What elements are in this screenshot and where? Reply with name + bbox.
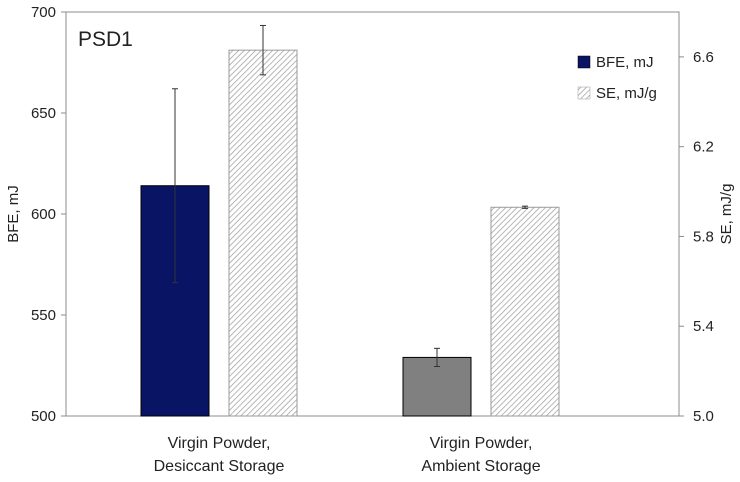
right-tick-label: 6.6 xyxy=(693,49,714,66)
chart-title: PSD1 xyxy=(78,28,133,51)
category-label: Desiccant Storage xyxy=(154,458,285,475)
legend-label-bfe: BFE, mJ xyxy=(596,54,654,71)
right-axis-label: SE, mJ/g xyxy=(718,184,735,245)
right-tick-label: 5.0 xyxy=(693,408,714,425)
left-axis-ticks: 500 550 600 650 700 xyxy=(31,4,66,425)
bars xyxy=(140,49,560,417)
category-label: Virgin Powder, xyxy=(168,435,271,452)
left-tick-label: 650 xyxy=(31,105,56,122)
bar-bfe-1 xyxy=(402,356,472,417)
right-tick-label: 5.8 xyxy=(693,228,714,245)
legend-swatch-bfe xyxy=(577,55,591,69)
left-axis-label: BFE, mJ xyxy=(5,185,22,243)
bar-se-1 xyxy=(490,206,560,417)
legend: BFE, mJ SE, mJ/g xyxy=(577,54,657,102)
legend-swatch-se xyxy=(577,86,591,100)
left-tick-label: 550 xyxy=(31,307,56,324)
category-label: Virgin Powder, xyxy=(430,435,533,452)
left-tick-label: 700 xyxy=(31,4,56,21)
right-axis-ticks: 5.0 5.4 5.8 6.2 6.6 xyxy=(679,49,714,425)
right-tick-label: 6.2 xyxy=(693,139,714,156)
error-bars xyxy=(172,24,528,368)
category-label: Ambient Storage xyxy=(421,458,540,475)
legend-label-se: SE, mJ/g xyxy=(596,85,657,102)
left-tick-label: 600 xyxy=(31,206,56,223)
bar-se-0 xyxy=(228,49,298,417)
left-tick-label: 500 xyxy=(31,408,56,425)
category-labels: Virgin Powder, Desiccant Storage Virgin Po… xyxy=(154,435,541,475)
right-tick-label: 5.4 xyxy=(693,318,714,335)
